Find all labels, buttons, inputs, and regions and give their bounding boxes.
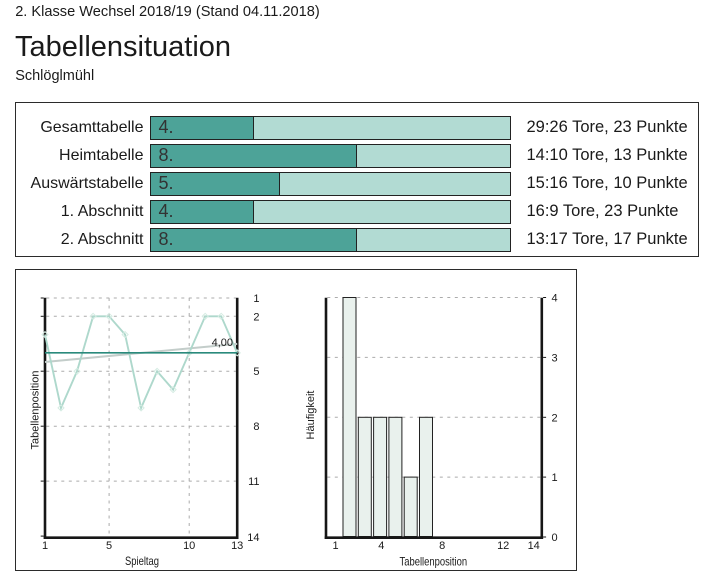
- svg-text:5: 5: [106, 540, 112, 552]
- svg-text:12: 12: [497, 540, 509, 552]
- svg-text:Tabellenposition: Tabellenposition: [30, 371, 42, 450]
- svg-text:Tabellenposition: Tabellenposition: [400, 555, 468, 568]
- svg-text:1: 1: [551, 472, 557, 484]
- svg-text:Spieltag: Spieltag: [125, 555, 159, 568]
- svg-text:5: 5: [253, 366, 259, 378]
- svg-text:4: 4: [378, 540, 384, 552]
- svg-text:14: 14: [528, 540, 540, 552]
- svg-text:2: 2: [253, 311, 259, 323]
- svg-text:4: 4: [551, 293, 557, 305]
- svg-text:8: 8: [439, 540, 445, 552]
- svg-text:0: 0: [551, 532, 557, 544]
- svg-text:1: 1: [42, 540, 48, 552]
- svg-text:8: 8: [253, 421, 259, 433]
- svg-text:1: 1: [333, 540, 339, 552]
- svg-text:13: 13: [231, 540, 243, 552]
- svg-text:11: 11: [248, 476, 259, 488]
- svg-text:1: 1: [253, 293, 259, 305]
- svg-text:10: 10: [183, 540, 195, 552]
- svg-text:3: 3: [551, 352, 557, 364]
- svg-text:Häufigkeit: Häufigkeit: [305, 391, 317, 440]
- svg-text:14: 14: [247, 532, 259, 544]
- svg-text:4,00: 4,00: [212, 337, 233, 349]
- svg-text:2: 2: [551, 412, 557, 424]
